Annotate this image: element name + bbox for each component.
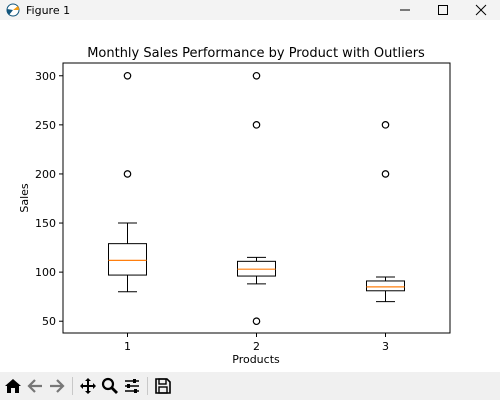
x-tick-label: 1 — [124, 340, 131, 353]
figure-canvas[interactable]: Monthly Sales Performance by Product wit… — [0, 20, 500, 372]
save-button[interactable] — [152, 374, 174, 398]
y-tick-label: 100 — [35, 266, 56, 279]
outlier-point — [252, 317, 261, 326]
box-plot-chart: Monthly Sales Performance by Product wit… — [18, 46, 451, 366]
y-tick-label: 150 — [35, 217, 56, 230]
minimize-button[interactable] — [386, 0, 424, 20]
y-tick-label: 250 — [35, 119, 56, 132]
configure-subplots-button[interactable] — [121, 374, 143, 398]
box-plot-1 — [108, 71, 147, 293]
home-button[interactable] — [2, 374, 24, 398]
outlier-point — [123, 71, 132, 80]
window-titlebar: Figure 1 — [0, 0, 500, 20]
x-tick-label: 2 — [253, 340, 260, 353]
outlier-point — [381, 170, 390, 178]
maximize-button[interactable] — [424, 0, 462, 20]
maximize-icon — [438, 5, 448, 15]
outlier-point — [252, 121, 261, 129]
back-icon — [27, 379, 42, 393]
home-icon — [5, 379, 21, 393]
zoom-icon — [101, 377, 118, 394]
chart-title: Monthly Sales Performance by Product wit… — [87, 46, 425, 61]
outlier-point — [381, 121, 390, 129]
window-controls — [386, 0, 500, 20]
y-tick-label: 200 — [35, 168, 56, 181]
pan-button[interactable] — [77, 374, 99, 398]
y-axis-label: Sales — [18, 183, 31, 213]
close-icon — [475, 4, 487, 16]
outlier-point — [252, 71, 261, 80]
matplotlib-figure-icon — [4, 1, 22, 19]
forward-icon — [50, 379, 65, 393]
toolbar-separator — [72, 377, 73, 395]
navigation-toolbar — [0, 372, 500, 400]
box-plot-3 — [366, 121, 405, 303]
axes-frame — [62, 62, 451, 334]
window-title: Figure 1 — [26, 3, 71, 17]
iqr-box — [108, 243, 147, 276]
minimize-icon — [400, 9, 410, 11]
iqr-box — [366, 280, 405, 292]
y-tick-label: 50 — [42, 315, 56, 328]
zoom-button[interactable] — [99, 374, 121, 398]
box-series — [108, 71, 405, 326]
y-tick-label: 300 — [35, 70, 56, 83]
save-icon — [155, 378, 171, 394]
outlier-point — [123, 170, 132, 178]
toolbar-separator — [147, 377, 148, 395]
box-plot-2 — [237, 71, 276, 326]
back-button[interactable] — [24, 374, 46, 398]
close-button[interactable] — [462, 0, 500, 20]
forward-button[interactable] — [46, 374, 68, 398]
x-tick-label: 3 — [382, 340, 389, 353]
axis-ticks: 50 100 150 200 250 300 1 2 3 — [35, 70, 389, 353]
pan-icon — [80, 378, 96, 394]
x-axis-label: Products — [232, 353, 280, 366]
configure-icon — [125, 379, 139, 393]
